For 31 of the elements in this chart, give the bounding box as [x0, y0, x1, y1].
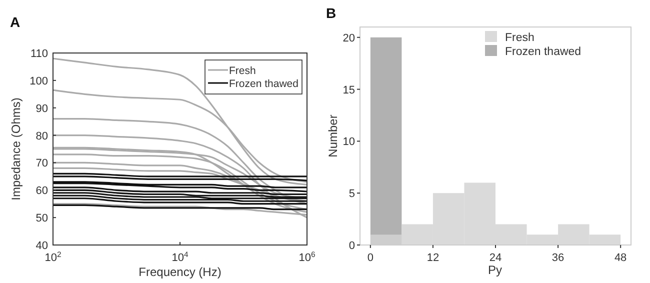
- x-tick-label: 48: [614, 252, 627, 264]
- chart-title: A: [10, 14, 20, 30]
- x-tick-label: 10$^{6}$: [298, 250, 316, 264]
- y-tick-label: 100: [30, 75, 48, 88]
- x-axis-title: Frequency (Hz): [138, 265, 222, 279]
- y-tick-label: 50: [36, 212, 48, 225]
- x-tick-label: 10$^{2}$: [44, 250, 62, 264]
- y-tick-label: 70: [36, 158, 48, 170]
- x-tick-label: 12: [426, 252, 440, 264]
- y-tick-label: 40: [36, 240, 48, 252]
- legend-label: Frozen thawed: [505, 46, 582, 58]
- y-tick-label: 0: [348, 240, 355, 252]
- x-tick-label: 24: [489, 252, 502, 264]
- y-tick-label: 60: [36, 185, 48, 198]
- legend-label: Frozen thawed: [229, 78, 299, 90]
- y-tick-label: 90: [36, 102, 48, 115]
- x-axis-title: Py: [488, 263, 502, 277]
- y-tick-label: 15: [342, 84, 355, 96]
- y-tick-label: 10: [342, 136, 355, 148]
- y-tick-label: 5: [348, 188, 355, 200]
- y-axis-title: Number: [326, 114, 340, 158]
- x-tick-label: 10$^{4}$: [172, 250, 189, 264]
- x-tick-label: 0: [367, 252, 374, 264]
- chart-title: B: [326, 5, 336, 21]
- legend-label: Fresh: [229, 65, 256, 77]
- x-tick-label: 36: [552, 252, 564, 264]
- y-tick-label: 20: [342, 32, 355, 44]
- y-tick-label: 80: [36, 130, 48, 142]
- y-axis-title: Impedance (Ohms): [9, 98, 23, 200]
- legend-label: Fresh: [505, 32, 534, 44]
- y-tick-label: 110: [30, 48, 48, 60]
